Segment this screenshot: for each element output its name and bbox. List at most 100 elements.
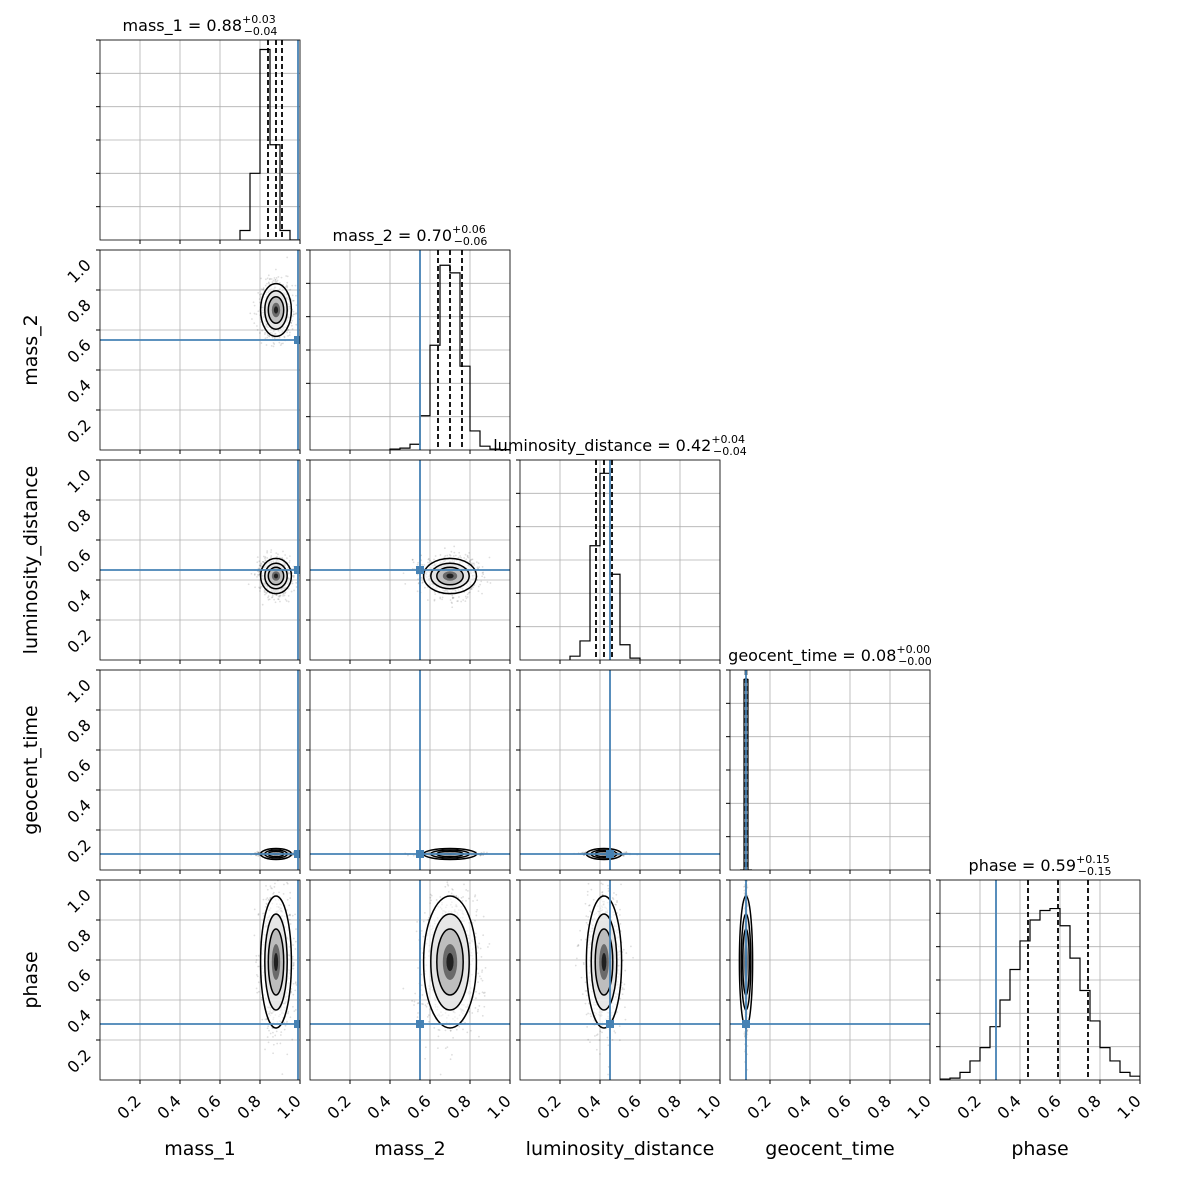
scatter-point xyxy=(458,596,460,598)
panel-mass_2-mass_2: mass_2 = 0.70+0.06 −0.06 xyxy=(306,223,510,454)
scatter-point xyxy=(266,557,268,559)
scatter-point xyxy=(451,602,453,604)
scatter-point xyxy=(256,561,258,563)
scatter-point xyxy=(257,556,259,558)
scatter-point xyxy=(290,322,292,324)
scatter-point xyxy=(291,325,293,327)
scatter-point xyxy=(249,312,251,314)
scatter-point xyxy=(473,564,475,566)
panel-title-luminosity_distance: luminosity_distance = 0.42+0.04 −0.04 xyxy=(493,433,747,458)
scatter-point xyxy=(468,592,470,594)
histogram-mass_1 xyxy=(240,50,300,240)
scatter-point xyxy=(292,294,294,296)
scatter-point xyxy=(289,289,291,291)
scatter-point xyxy=(257,292,259,294)
panel-mass_1-luminosity_distance: 0.20.40.60.81.0luminosity_distance xyxy=(20,460,302,664)
y-tick-label: 0.8 xyxy=(63,505,94,536)
scatter-point xyxy=(293,300,295,302)
scatter-point xyxy=(275,552,277,554)
scatter-point xyxy=(261,330,263,332)
scatter-point xyxy=(463,557,465,559)
y-tick-label: 0.6 xyxy=(63,335,94,366)
panel-mass_2-luminosity_distance xyxy=(306,460,510,664)
scatter-point xyxy=(271,278,273,280)
scatter-point xyxy=(269,278,271,280)
scatter-point xyxy=(453,552,455,554)
scatter-point xyxy=(293,575,295,577)
scatter-point xyxy=(260,565,262,567)
scatter-point xyxy=(424,587,426,589)
density-contour-4 xyxy=(274,306,278,313)
y-axis-label-geocent_time: geocent_time xyxy=(20,705,42,834)
truth-marker xyxy=(416,566,424,574)
scatter-point xyxy=(285,592,287,594)
scatter-point xyxy=(262,604,264,606)
scatter-point xyxy=(458,557,460,559)
scatter-point xyxy=(284,554,286,556)
scatter-point xyxy=(285,275,287,277)
scatter-point xyxy=(490,582,492,584)
scatter-point xyxy=(275,269,277,271)
scatter-point xyxy=(455,555,457,557)
scatter-point xyxy=(273,280,275,282)
scatter-point xyxy=(449,554,451,556)
scatter-point xyxy=(487,581,489,583)
y-tick-label: 0.4 xyxy=(63,585,94,616)
scatter-point xyxy=(479,584,481,586)
scatter-point xyxy=(254,586,256,588)
scatter-point xyxy=(267,277,269,279)
scatter-point xyxy=(253,322,255,324)
scatter-point xyxy=(288,601,290,603)
scatter-point xyxy=(482,566,484,568)
panel-mass_1-mass_2: 0.20.40.60.81.0mass_2 xyxy=(20,250,302,454)
scatter-point xyxy=(264,557,266,559)
scatter-point xyxy=(470,588,472,590)
scatter-point xyxy=(261,288,263,290)
scatter-point xyxy=(292,328,294,330)
scatter-point xyxy=(277,553,279,555)
scatter-point xyxy=(276,594,278,596)
scatter-point xyxy=(257,852,259,854)
scatter-point xyxy=(439,598,441,600)
scatter-point xyxy=(272,337,274,339)
density-contour-4 xyxy=(274,574,278,579)
scatter-point xyxy=(421,582,423,584)
histogram-luminosity_distance xyxy=(570,473,640,660)
scatter-point xyxy=(403,572,405,574)
scatter-point xyxy=(254,305,256,307)
scatter-point xyxy=(265,278,267,280)
scatter-point xyxy=(282,595,284,597)
scatter-point xyxy=(275,279,277,281)
scatter-point xyxy=(254,574,256,576)
scatter-point xyxy=(266,337,268,339)
scatter-point xyxy=(429,560,431,562)
scatter-point xyxy=(293,590,295,592)
scatter-point xyxy=(259,590,261,592)
scatter-point xyxy=(467,557,469,559)
scatter-point xyxy=(286,282,288,284)
scatter-point xyxy=(257,574,259,576)
scatter-point xyxy=(288,562,290,564)
scatter-point xyxy=(450,599,452,601)
panel-frame xyxy=(310,670,510,870)
grid-lines xyxy=(100,670,300,870)
y-tick-label: 0.4 xyxy=(63,375,94,406)
scatter-point xyxy=(434,593,436,595)
scatter-point xyxy=(476,561,478,563)
scatter-point xyxy=(261,342,263,344)
scatter-point xyxy=(259,332,261,334)
scatter-point xyxy=(287,275,289,277)
scatter-point xyxy=(292,315,294,317)
scatter-point xyxy=(260,278,262,280)
scatter-point xyxy=(289,332,291,334)
scatter-point xyxy=(286,332,288,334)
scatter-point xyxy=(473,562,475,564)
scatter-point xyxy=(417,564,419,566)
scatter-point xyxy=(270,557,272,559)
scatter-point xyxy=(417,590,419,592)
scatter-point xyxy=(444,547,446,549)
scatter-point xyxy=(478,590,480,592)
scatter-point xyxy=(291,591,293,593)
scatter-point xyxy=(451,595,453,597)
scatter-point xyxy=(296,304,298,306)
